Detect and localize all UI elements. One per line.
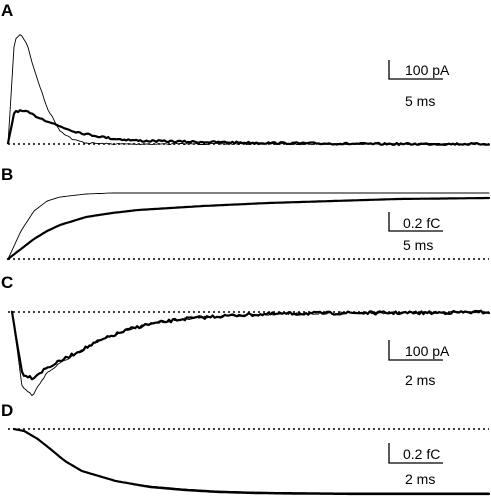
panel-c-traces — [10, 309, 491, 397]
panel-c-scale-bar — [388, 340, 443, 361]
panel-c-trace-thick — [10, 309, 491, 381]
panel-d-scale-time-label: 2 ms — [405, 471, 435, 487]
panel-b-scale-charge-label: 0.2 fC — [403, 215, 440, 231]
panel-b-scale-time-label: 5 ms — [403, 237, 433, 253]
panel-c-scale-time-label: 2 ms — [405, 372, 435, 388]
panel-b: B 0.2 fC 5 ms — [1, 165, 491, 261]
panel-a-scale-time-label: 5 ms — [405, 93, 435, 109]
panel-b-letter: B — [1, 165, 13, 184]
panel-b-trace-thick — [6, 196, 491, 261]
panel-d: D 0.2 fC 2 ms — [1, 401, 491, 496]
panel-c-scale-amplitude-label: 100 pA — [405, 343, 450, 359]
panel-c: C 100 pA 2 ms — [1, 273, 491, 397]
panel-b-traces — [6, 192, 491, 261]
panel-a-scale-bar — [388, 60, 443, 80]
panel-c-letter: C — [1, 273, 13, 292]
panel-a: A 100 pA 5 ms — [1, 1, 491, 147]
panel-d-letter: D — [1, 401, 13, 420]
panel-d-scale-bar — [388, 443, 443, 464]
panel-a-traces — [6, 34, 491, 147]
panel-b-scale-bar — [388, 212, 443, 232]
panel-a-letter: A — [1, 1, 13, 20]
panel-d-scale-charge-label: 0.2 fC — [403, 446, 440, 462]
panel-b-trace-thin — [7, 192, 490, 260]
panel-d-trace-thick — [12, 427, 491, 496]
panel-a-scale-amplitude-label: 100 pA — [405, 62, 450, 78]
panel-a-trace-thin — [7, 34, 490, 146]
panel-d-traces — [12, 427, 491, 496]
panel-a-trace-thick — [6, 109, 491, 147]
